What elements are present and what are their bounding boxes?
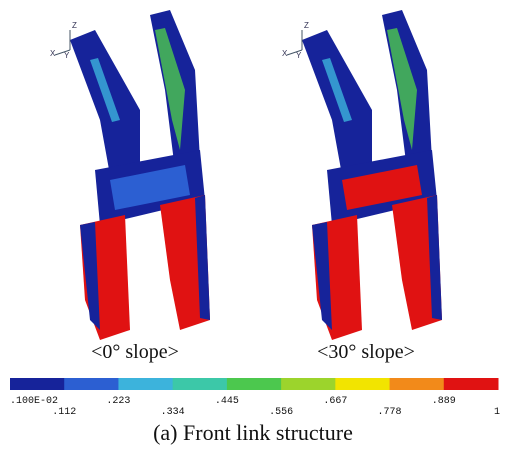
legend-label: .889 — [432, 396, 456, 407]
legend-swatch — [444, 378, 499, 390]
legend-swatch — [335, 378, 390, 390]
axis-label: X — [282, 49, 288, 58]
legend-label: .778 — [378, 407, 402, 418]
legend-label: .556 — [269, 407, 293, 418]
legend-label: .445 — [215, 396, 239, 407]
axis-label: Y — [296, 51, 302, 60]
upper-arm — [70, 30, 140, 175]
legend-label: .112 — [52, 407, 76, 418]
legend-label: .667 — [323, 396, 347, 407]
legend-swatch — [10, 378, 65, 390]
legend-label: 1 — [494, 407, 500, 418]
legend-swatch — [64, 378, 119, 390]
legend-swatch — [281, 378, 336, 390]
upper-arm — [302, 30, 372, 175]
legend-label: .223 — [106, 396, 130, 407]
axis-label: Z — [304, 21, 309, 30]
legend-label: .100E-02 — [10, 396, 58, 407]
legend: .100E-02.112 .223 .334 .445 .556 .667 .778 .889… — [10, 378, 500, 418]
axis-label: Z — [72, 21, 77, 30]
legend-label: .334 — [161, 407, 185, 418]
figure: ZXY<0° slope>ZXY<30° slope> .100E-02.112… — [0, 0, 506, 457]
panel-label: <30° slope> — [317, 341, 415, 363]
axis-label: X — [50, 49, 56, 58]
axis-label: Y — [64, 51, 70, 60]
legend-swatch — [390, 378, 445, 390]
legend-swatch — [118, 378, 173, 390]
legend-swatch — [227, 378, 282, 390]
caption: (a) Front link structure — [153, 420, 353, 445]
panel-label: <0° slope> — [91, 341, 179, 363]
legend-swatch — [173, 378, 228, 390]
